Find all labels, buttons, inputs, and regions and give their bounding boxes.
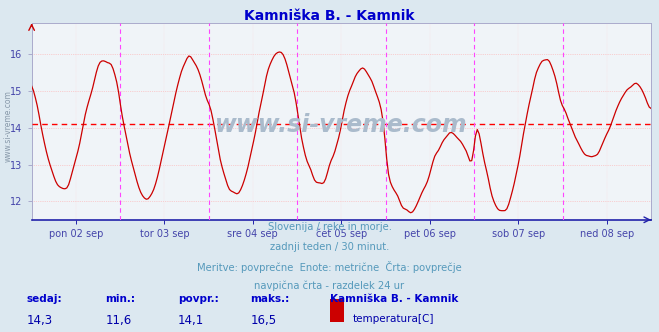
Text: maks.:: maks.: bbox=[250, 294, 290, 304]
Text: navpična črta - razdelek 24 ur: navpična črta - razdelek 24 ur bbox=[254, 280, 405, 291]
Text: temperatura[C]: temperatura[C] bbox=[353, 314, 434, 324]
Text: Kamniška B. - Kamnik: Kamniška B. - Kamnik bbox=[330, 294, 458, 304]
Text: zadnji teden / 30 minut.: zadnji teden / 30 minut. bbox=[270, 242, 389, 252]
Text: Kamniška B. - Kamnik: Kamniška B. - Kamnik bbox=[244, 9, 415, 23]
Text: www.si-vreme.com: www.si-vreme.com bbox=[3, 90, 13, 162]
Text: min.:: min.: bbox=[105, 294, 136, 304]
Text: 14,3: 14,3 bbox=[26, 314, 53, 327]
Text: Meritve: povprečne  Enote: metrične  Črta: povprečje: Meritve: povprečne Enote: metrične Črta:… bbox=[197, 261, 462, 273]
Text: 16,5: 16,5 bbox=[250, 314, 277, 327]
Text: www.si-vreme.com: www.si-vreme.com bbox=[215, 114, 468, 137]
Text: sedaj:: sedaj: bbox=[26, 294, 62, 304]
Text: 11,6: 11,6 bbox=[105, 314, 132, 327]
Text: 14,1: 14,1 bbox=[178, 314, 204, 327]
Text: povpr.:: povpr.: bbox=[178, 294, 219, 304]
Text: Slovenija / reke in morje.: Slovenija / reke in morje. bbox=[268, 222, 391, 232]
